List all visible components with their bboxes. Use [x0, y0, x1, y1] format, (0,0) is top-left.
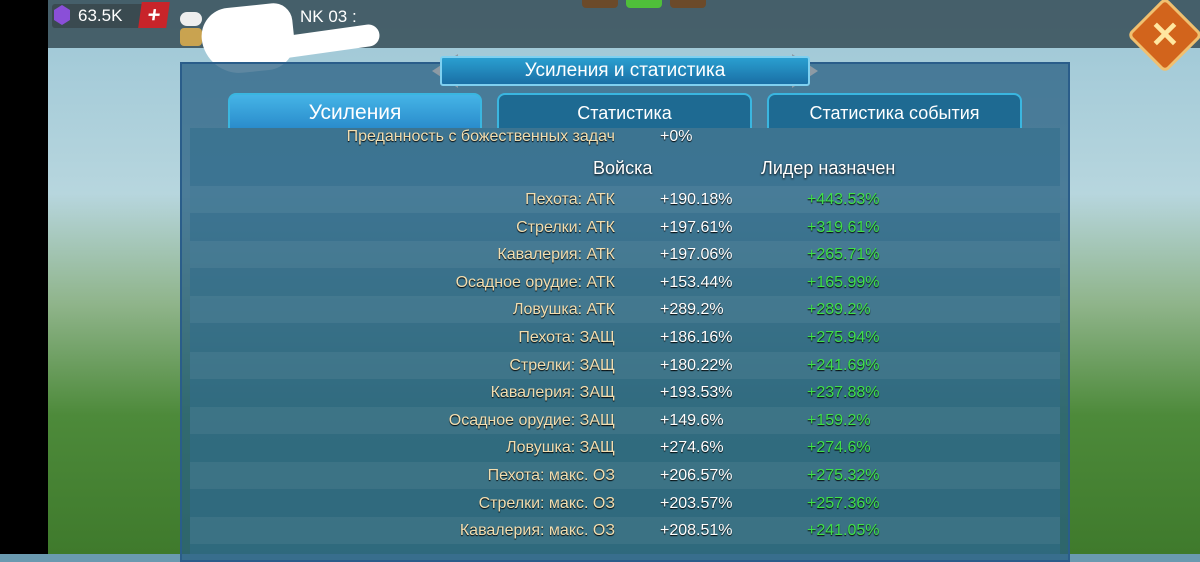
troops-value: +186.16% — [660, 329, 733, 346]
tab-statistics[interactable]: Статистика — [497, 93, 752, 128]
leader-value: +275.32% — [807, 467, 880, 484]
leader-value: +257.36% — [807, 494, 880, 512]
row-label: Преданность с божественных задач — [346, 128, 615, 145]
table-row: Пехота: АТК +190.18% +443.53% — [190, 186, 1060, 213]
table-row: Стрелки: АТК +197.61% +319.61% — [190, 214, 1060, 241]
row-label: Пехота: АТК — [525, 191, 615, 208]
troops-value: +203.57% — [660, 494, 733, 512]
page-indicator-active — [626, 0, 662, 8]
buy-gems-button[interactable]: + — [138, 2, 170, 28]
rank-badge-icon — [180, 28, 202, 46]
close-icon[interactable]: ✕ — [1149, 14, 1181, 55]
table-row: Преданность с божественных задач +0% — [190, 128, 1060, 150]
row-label: Ловушка: ЗАЩ — [506, 439, 615, 457]
gem-icon — [54, 5, 70, 25]
row-label: Пехота: ЗАЩ — [518, 329, 615, 346]
screen-edge — [0, 0, 48, 554]
row-label: Пехота: макс. ОЗ — [487, 467, 615, 484]
leader-value: +241.05% — [807, 522, 880, 540]
page-indicator — [670, 0, 706, 8]
leader-value: +275.94% — [807, 329, 880, 346]
row-label: Кавалерия: ЗАЩ — [490, 384, 615, 402]
table-row: Кавалерия: ЗАЩ +193.53% +237.88% — [190, 379, 1060, 406]
leader-value: +319.61% — [807, 218, 880, 236]
row-label: Осадное орудие: ЗАЩ — [448, 411, 615, 429]
row-label: Стрелки: АТК — [516, 218, 615, 236]
leader-value: +237.88% — [807, 384, 880, 402]
stats-list[interactable]: Преданность с божественных задач +0% Пех… — [190, 128, 1060, 554]
troops-value: +274.6% — [660, 439, 724, 457]
column-header-troops: Войска — [593, 158, 653, 178]
row-label: Стрелки: макс. ОЗ — [478, 494, 615, 512]
troops-value: +180.22% — [660, 356, 733, 374]
chat-icon[interactable] — [180, 12, 202, 26]
leader-value: +274.6% — [807, 439, 871, 457]
troops-value: +206.57% — [660, 467, 733, 484]
table-row: Стрелки: макс. ОЗ +203.57% +257.36% — [190, 490, 1060, 517]
row-value: +0% — [660, 128, 693, 145]
row-label: Кавалерия: макс. ОЗ — [459, 522, 615, 540]
troops-value: +190.18% — [660, 191, 733, 208]
troops-value: +289.2% — [660, 301, 724, 319]
table-row: Кавалерия: макс. ОЗ +208.51% +241.05% — [190, 517, 1060, 545]
leader-value: +443.53% — [807, 191, 880, 208]
leader-value: +241.69% — [807, 356, 880, 374]
leader-value: +289.2% — [807, 301, 871, 319]
row-label: Ловушка: АТК — [512, 301, 615, 319]
window-title: Усиления и статистика — [440, 56, 810, 86]
player-name[interactable]: NK 03 : — [300, 7, 357, 26]
troops-value: +197.61% — [660, 218, 733, 236]
troops-value: +193.53% — [660, 384, 733, 402]
table-row: Пехота: макс. ОЗ +206.57% +275.32% — [190, 462, 1060, 489]
page-indicator — [582, 0, 618, 8]
table-row: Осадное орудие: ЗАЩ +149.6% +159.2% — [190, 406, 1060, 434]
column-header-leader: Лидер назначен — [761, 158, 896, 178]
troops-value: +208.51% — [660, 522, 733, 540]
leader-value: +165.99% — [807, 273, 880, 291]
leader-value: +265.71% — [807, 246, 880, 264]
table-row: Ловушка: АТК +289.2% +289.2% — [190, 296, 1060, 324]
troops-value: +197.06% — [660, 246, 733, 264]
troops-value: +153.44% — [660, 273, 733, 291]
tab-boosts[interactable]: Усиления — [228, 93, 482, 128]
table-row: Осадное орудие: АТК +153.44% +165.99% — [190, 269, 1060, 296]
troops-value: +149.6% — [660, 411, 724, 429]
row-label: Осадное орудие: АТК — [455, 273, 615, 291]
row-label: Стрелки: ЗАЩ — [509, 356, 615, 374]
tab-event-statistics[interactable]: Статистика события — [767, 93, 1022, 128]
table-row: Стрелки: ЗАЩ +180.22% +241.69% — [190, 351, 1060, 379]
leader-value: +159.2% — [807, 411, 871, 429]
table-row: Пехота: ЗАЩ +186.16% +275.94% — [190, 324, 1060, 351]
table-row: Кавалерия: АТК +197.06% +265.71% — [190, 241, 1060, 269]
table-row: Ловушка: ЗАЩ +274.6% +274.6% — [190, 434, 1060, 461]
row-label: Кавалерия: АТК — [497, 246, 615, 264]
